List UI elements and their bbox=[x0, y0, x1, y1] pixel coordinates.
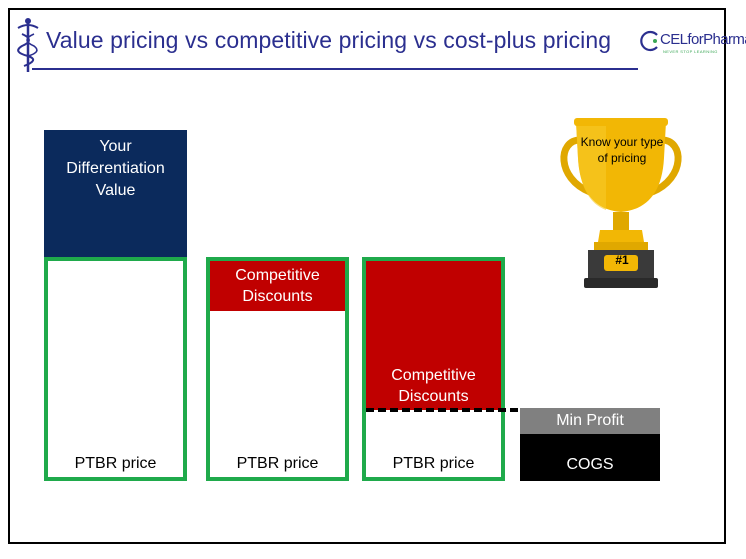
logo-text: CELforPharma bbox=[660, 31, 746, 48]
min-profit-label: Min Profit bbox=[556, 412, 624, 429]
ptbr-price-label-1: PTBR price bbox=[74, 455, 157, 472]
trophy-icon bbox=[560, 118, 682, 288]
cogs-label: COGS bbox=[566, 456, 614, 473]
cogs-block: COGS bbox=[520, 434, 660, 481]
min-profit-block: Min Profit bbox=[520, 408, 660, 434]
trophy-badge: #1 bbox=[615, 253, 629, 267]
competitive-discounts-label-1: Competitive Discounts bbox=[235, 267, 320, 305]
ptbr-price-label-3: PTBR price bbox=[392, 455, 475, 472]
caduceus-icon bbox=[17, 18, 39, 72]
competitive-discounts-block-2: Competitive Discounts bbox=[366, 261, 501, 410]
slide-title: Value pricing vs competitive pricing vs … bbox=[46, 27, 612, 53]
logo-tagline: NEVER STOP LEARNING bbox=[663, 49, 718, 54]
company-logo: CELforPharma NEVER STOP LEARNING bbox=[640, 28, 746, 64]
differentiation-value-label: Your Differentiation Value bbox=[66, 138, 165, 199]
trophy-text: Know your type of pricing bbox=[580, 135, 664, 165]
ptbr-price-label-2: PTBR price bbox=[236, 455, 319, 472]
min-price-dashed-line bbox=[366, 408, 518, 412]
competitive-discounts-label-2: Competitive Discounts bbox=[391, 367, 476, 405]
ptbr-price-box-1: PTBR price bbox=[44, 257, 187, 481]
differentiation-value-block: Your Differentiation Value bbox=[44, 130, 187, 258]
header-divider bbox=[32, 68, 638, 70]
logo-mark-icon bbox=[640, 30, 658, 52]
competitive-discounts-block-1: Competitive Discounts bbox=[210, 261, 345, 311]
